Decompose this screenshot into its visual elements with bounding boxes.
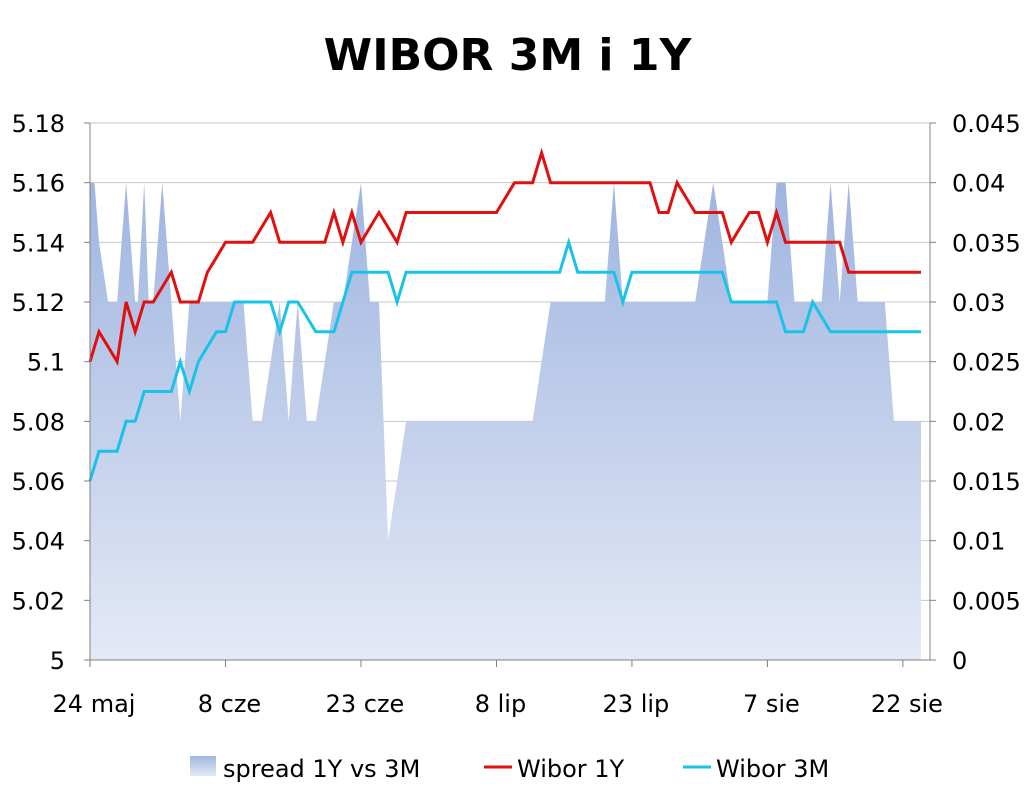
y-right-tick-label: 0.025 [952,349,1021,377]
y-left-tick-label: 5.02 [12,587,65,615]
y-right-tick-label: 0.015 [952,468,1021,496]
legend-label: spread 1Y vs 3M [223,755,420,783]
x-tick-label: 23 cze [326,690,405,718]
chart-title: WIBOR 3M i 1Y [323,30,692,81]
series-wibor-1y-line [88,147,921,367]
spread-area-layer [90,182,921,660]
y-left-tick-label: 5.08 [12,408,65,436]
legend-swatch-spread [190,756,216,776]
x-tick-label: 7 sie [743,690,800,718]
y-left-tick-label: 5.04 [12,528,65,556]
y-left-tick-label: 5.18 [12,110,65,138]
legend-label: Wibor 3M [716,755,829,783]
legend-label: Wibor 1Y [517,755,625,783]
y-left-tick-label: 5 [50,647,65,675]
x-tick-label: 8 cze [198,690,261,718]
legend: spread 1Y vs 3M Wibor 1Y Wibor 3M [190,755,829,783]
y-left-tick-label: 5.14 [12,229,65,257]
y-left-tick-label: 5.06 [12,468,65,496]
series-wibor-3m-line [88,237,921,482]
y-right-tick-label: 0.03 [952,289,1005,317]
y-left-tick-label: 5.1 [27,349,65,377]
axes: 5 0 5.02 0.005 5.04 0.01 5.06 0.015 5.08 0.02 5.1 0… [12,110,1021,718]
y-right-tick-label: 0.02 [952,408,1005,436]
y-right-tick-label: 0.005 [952,587,1021,615]
x-tick-label: 23 lip [603,690,670,718]
series-spread-1y-vs-3m-area [90,182,921,660]
y-left-tick-label: 5.12 [12,289,65,317]
x-tick-label: 8 lip [475,690,526,718]
y-right-tick-label: 0.01 [952,528,1005,556]
line-series-layer [88,147,921,482]
x-tick-label: 22 sie [871,690,943,718]
y-right-tick-label: 0.035 [952,229,1021,257]
y-right-tick-label: 0 [952,647,967,675]
x-tick-label: 24 maj [53,690,136,718]
y-right-tick-label: 0.04 [952,170,1005,198]
y-right-tick-label: 0.045 [952,110,1021,138]
y-left-tick-label: 5.16 [12,170,65,198]
